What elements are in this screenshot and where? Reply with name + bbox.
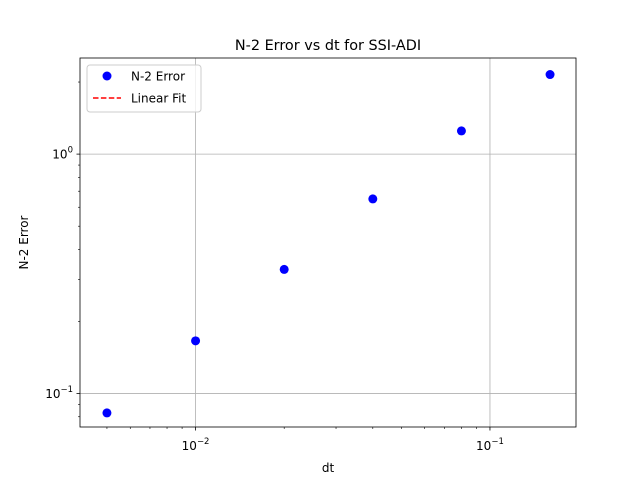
y-axis-label: N-2 Error [17, 215, 31, 269]
x-axis-label: dt [322, 461, 335, 475]
data-point [456, 126, 466, 136]
data-series [102, 70, 555, 418]
x-tick-label: 10−2 [182, 437, 210, 453]
data-point [368, 194, 378, 204]
major-ticks: 10−2 10−1 10−1 100 [45, 146, 504, 453]
plot-frame [79, 57, 577, 428]
data-point [102, 408, 112, 418]
legend: N-2 Error Linear Fit [86, 64, 202, 113]
y-tick-label: 10−1 [45, 385, 73, 401]
legend-marker-n2-error [102, 71, 112, 81]
data-point [279, 264, 289, 274]
plot-area [80, 58, 576, 427]
grid-lines [80, 58, 576, 427]
x-tick-label: 10−1 [476, 437, 504, 453]
chart-title: N-2 Error vs dt for SSI-ADI [235, 38, 421, 54]
data-point [191, 336, 201, 346]
legend-label-n2-error: N-2 Error [131, 70, 185, 84]
legend-label-linear-fit: Linear Fit [131, 92, 186, 106]
legend-box [86, 64, 202, 113]
y-tick-label: 100 [52, 146, 73, 162]
data-point [545, 70, 555, 80]
